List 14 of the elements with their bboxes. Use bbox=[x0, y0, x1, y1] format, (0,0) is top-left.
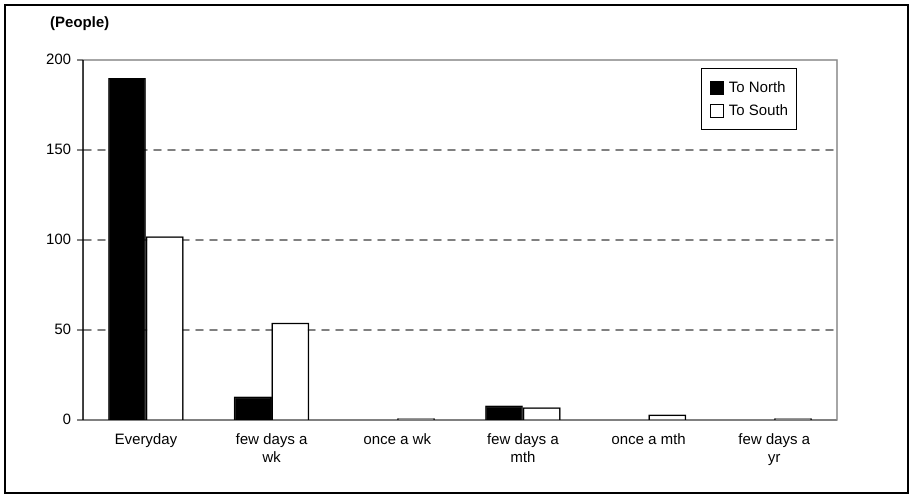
x-tick-label: few days a yr bbox=[738, 431, 811, 466]
x-tick-label: once a wk bbox=[363, 431, 432, 448]
legend-label: To North bbox=[728, 79, 786, 96]
x-tick-label: Everyday bbox=[114, 431, 178, 448]
y-tick-label: 100 bbox=[46, 231, 72, 248]
x-tick-label: once a mth bbox=[611, 431, 686, 448]
y-tick-label: 200 bbox=[46, 51, 72, 68]
y-tick-label: 150 bbox=[46, 141, 72, 158]
x-tick-label: few days a mth bbox=[486, 431, 560, 466]
y-axis-title: (People) bbox=[50, 14, 110, 31]
x-tick-label: few days a wk bbox=[236, 431, 308, 466]
y-tick-label: 0 bbox=[62, 411, 72, 428]
y-tick-label: 50 bbox=[54, 321, 72, 338]
legend-label: To South bbox=[728, 102, 788, 119]
